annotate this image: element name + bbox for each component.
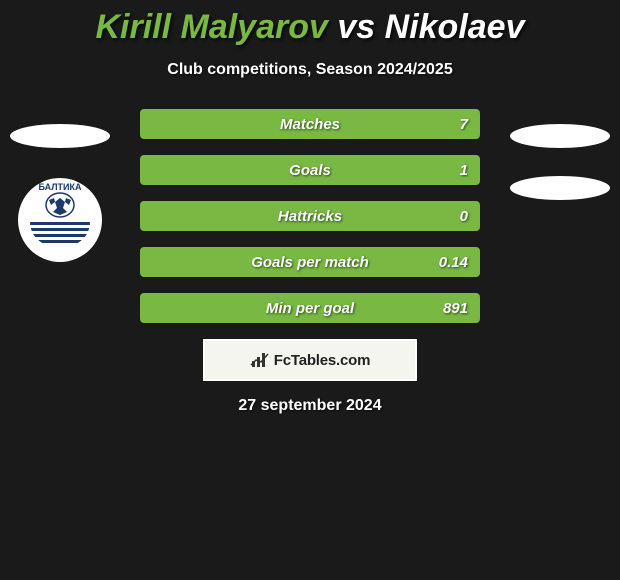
bar-matches: Matches 7: [140, 109, 480, 139]
bar-value: 1: [460, 162, 468, 179]
soccer-ball-icon: [45, 192, 75, 218]
footer-date: 27 september 2024: [0, 397, 620, 415]
player-right-name: Nikolaev: [385, 8, 525, 46]
bar-value: 0: [460, 208, 468, 225]
subtitle: Club competitions, Season 2024/2025: [0, 61, 620, 79]
bar-min-per-goal: Min per goal 891: [140, 293, 480, 323]
footer-logo-text: FcTables.com: [274, 352, 371, 369]
bar-value: 891: [443, 300, 468, 317]
player-left-placeholder: [10, 124, 110, 148]
player-right-placeholder-2: [510, 176, 610, 200]
bar-chart-icon: [250, 351, 272, 369]
bar-goals-per-match: Goals per match 0.14: [140, 247, 480, 277]
player-left-name: Kirill Malyarov: [95, 8, 327, 46]
bar-goals: Goals 1: [140, 155, 480, 185]
club-logo-stripes: [30, 222, 90, 246]
bar-label: Goals: [289, 162, 331, 179]
bar-value: 7: [460, 116, 468, 133]
bar-label: Min per goal: [266, 300, 354, 317]
bar-label: Matches: [280, 116, 340, 133]
club-logo: БАЛТИКА: [18, 178, 102, 262]
vs-separator: vs: [337, 8, 375, 46]
bar-label: Hattricks: [278, 208, 342, 225]
bar-hattricks: Hattricks 0: [140, 201, 480, 231]
page-title: Kirill Malyarov vs Nikolaev: [0, 0, 620, 47]
stats-bars: Matches 7 Goals 1 Hattricks 0 Goals per …: [140, 109, 480, 323]
bar-value: 0.14: [439, 254, 468, 271]
footer-attribution: FcTables.com: [203, 339, 417, 381]
bar-label: Goals per match: [251, 254, 369, 271]
player-right-placeholder-1: [510, 124, 610, 148]
